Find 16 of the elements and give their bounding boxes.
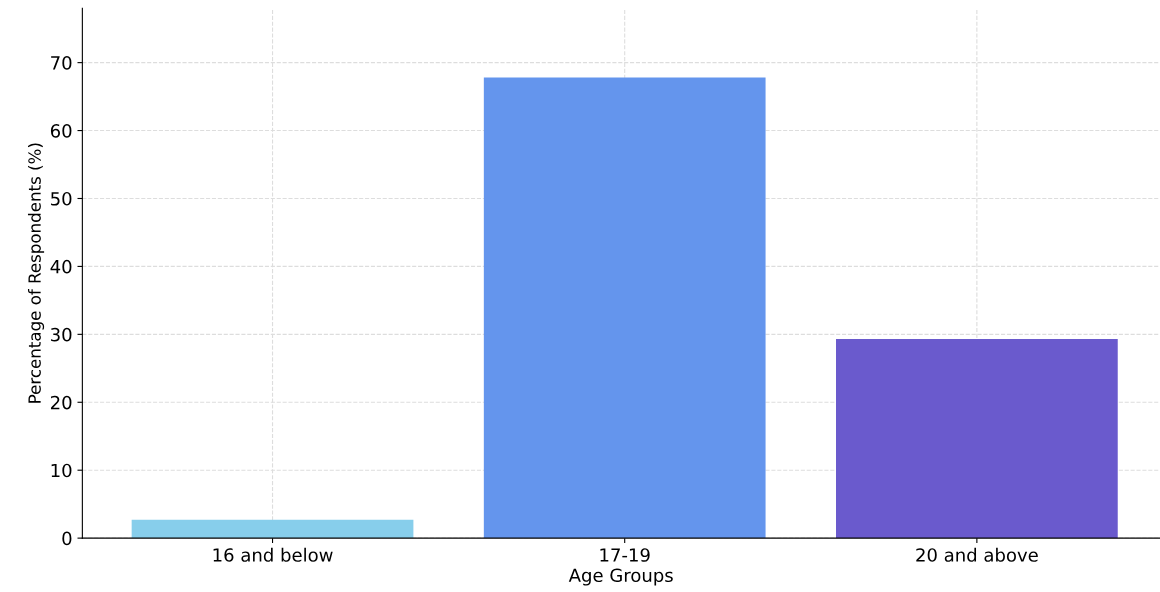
y-tick-label: 50 [51,191,72,206]
y-tick-label: 0 [62,531,72,546]
bar [131,519,414,539]
y-tick-label: 30 [51,327,72,342]
y-tick-label: 10 [51,463,72,478]
y-tick-label: 60 [50,124,72,138]
y-tick-label: 40 [50,259,72,274]
x-tick-label: 16 and below [213,547,333,562]
y-tick-label: 20 [50,395,72,410]
x-tick-label: 20 and above [916,547,1038,562]
x-axis-title: Age Groups [568,568,673,586]
y-axis-title: Percentage of Respondents (%) [27,143,45,403]
y-tick-label: 70 [51,56,72,70]
bar [483,77,766,539]
x-tick-label: 17-19 [600,548,650,562]
bar [836,339,1118,539]
